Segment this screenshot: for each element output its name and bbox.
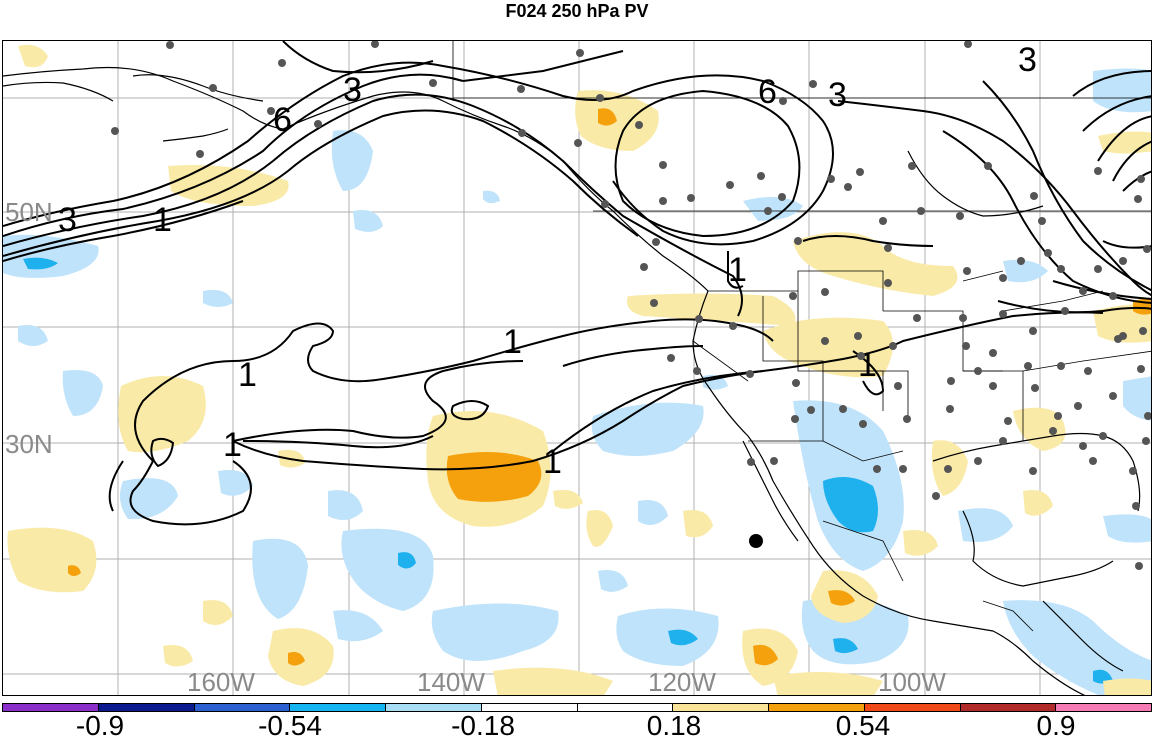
contour-label: 3: [343, 71, 362, 109]
colorbar-tick-label: 0.9: [1036, 710, 1076, 741]
contour-label: 1: [238, 356, 257, 394]
colorbar-segment: [960, 704, 1057, 711]
contour-label: 1: [858, 346, 877, 384]
contour-labels: 1 1 1 1 1 1 1 3 3 3 3 6 6: [58, 41, 1037, 481]
chart-title: F024 250 hPa PV: [505, 1, 649, 21]
colorbar-tick-label: -0.18: [451, 710, 515, 741]
colorbar-tick-label: 0.18: [646, 710, 702, 741]
contour-label: 1: [153, 201, 172, 239]
lat-label-50n: 50N: [5, 197, 53, 227]
colorbar-segment: [290, 704, 386, 711]
contour-label: 1: [543, 443, 562, 481]
colorbar-tick-label: -0.54: [258, 710, 322, 741]
contour-label: 3: [58, 201, 77, 239]
colorbar-segment: [3, 704, 99, 711]
colorbar-segment: [98, 704, 195, 711]
contour-label: 1: [503, 323, 522, 361]
lon-label-140w: 140W: [417, 667, 485, 697]
contour-label: 1: [223, 426, 242, 464]
lon-label-120w: 120W: [648, 667, 716, 697]
colorbar-tick-label: -0.9: [75, 710, 125, 741]
colorbar-segment: [1056, 704, 1151, 711]
colorbar-segment: [769, 704, 865, 711]
colorbar-segment: [864, 704, 961, 711]
colorbar-tick-label: 0.54: [835, 710, 891, 741]
colorbar: [2, 703, 1152, 712]
contour-label: 6: [273, 101, 292, 139]
colorbar-segment: [673, 704, 769, 711]
contour-label: 1: [728, 251, 747, 289]
marker-dot: [749, 534, 763, 548]
map-canvas: 1 1 1 1 1 1 1 3 3 3 3 6 6: [3, 41, 1151, 695]
station-dots: [111, 41, 1151, 570]
map-panel: 1 1 1 1 1 1 1 3 3 3 3 6 6: [2, 40, 1152, 696]
colorbar-segment: [481, 704, 578, 711]
lat-label-30n: 30N: [5, 429, 53, 459]
strong-negative-cores: [23, 257, 1113, 684]
colorbar-segment: [386, 704, 482, 711]
contour-label: 3: [1018, 41, 1037, 79]
contour-label: 6: [758, 73, 777, 111]
colorbar-segment: [577, 704, 674, 711]
pv-one-contour: [108, 235, 1104, 526]
contour-label: 3: [828, 76, 847, 114]
pv-contours: [3, 41, 1151, 317]
coastlines: [3, 66, 1141, 695]
colorbar-segment: [194, 704, 291, 711]
lon-label-160w: 160W: [187, 667, 255, 697]
lon-label-100w: 100W: [878, 667, 946, 697]
